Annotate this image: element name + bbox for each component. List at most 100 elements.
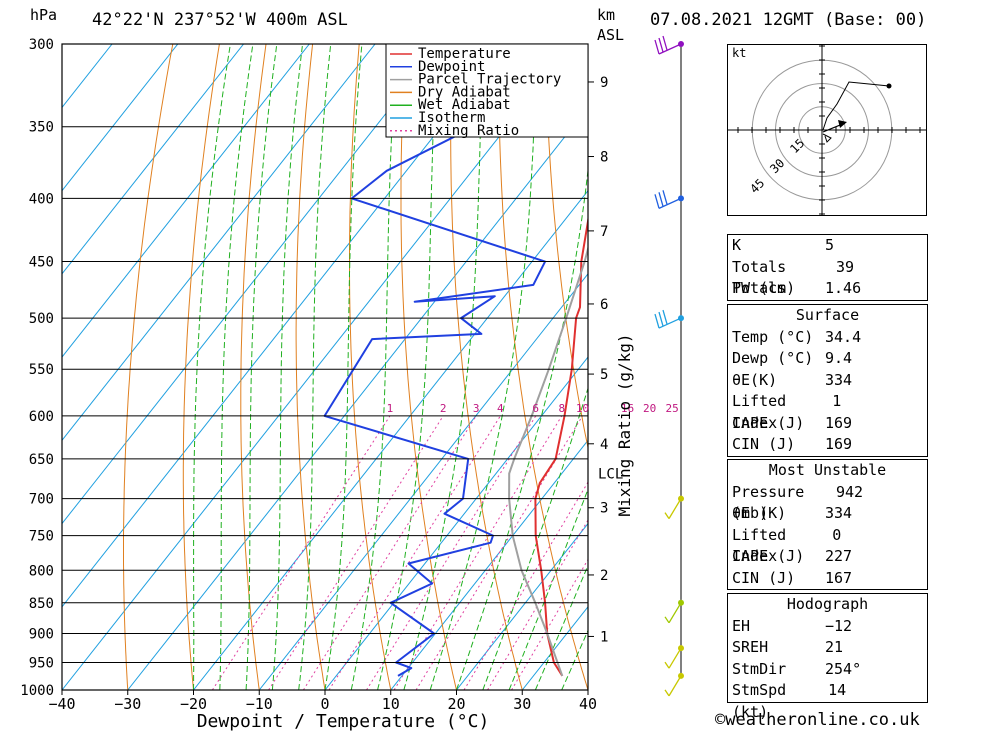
pressure-tick-label: 700 — [29, 492, 54, 508]
copyright-link[interactable]: ©weatheronline.co.uk — [715, 710, 920, 730]
hodo-value: −12 — [825, 616, 853, 635]
dry-adiabat-line — [123, 44, 174, 690]
mu-row: CAPE (J) 227 — [728, 546, 927, 568]
height-unit-asl: ASL — [597, 26, 624, 44]
barb-staff — [668, 602, 682, 624]
hodo-value: 14 — [828, 681, 847, 699]
barb-flag — [662, 190, 668, 205]
mixing-ratio-label: 20 — [643, 402, 656, 415]
surface-row: CAPE (J) 169 — [728, 413, 927, 435]
mixing-ratio-label: 8 — [558, 402, 565, 415]
height-km-label: 5 — [600, 367, 608, 383]
legend-box — [385, 43, 589, 138]
pressure-tick-label: 450 — [29, 255, 54, 271]
storm-motion-arrowhead-icon — [838, 120, 847, 128]
isotherm-line — [193, 189, 588, 690]
mixing-ratio-line — [511, 558, 588, 690]
isotherm-line — [62, 44, 179, 192]
hodo-label: EH — [732, 616, 751, 635]
isotherm-line — [62, 44, 573, 690]
surface-table: Surface Temp (°C) 34.4 Dewp (°C) 9.4 θE(K)… — [727, 304, 928, 457]
isotherm-line — [324, 356, 588, 690]
pressure-tick-label: 500 — [29, 311, 54, 327]
surface-row: Temp (°C) 34.4 — [728, 327, 927, 349]
temperature-tick-label: 20 — [447, 695, 465, 713]
wind-barb-icon — [654, 190, 682, 209]
barb-staff — [668, 647, 682, 669]
hodo-row: EH −12 — [728, 616, 927, 638]
pressure-tick-label: 800 — [29, 563, 54, 579]
hodograph-plot: kt 15 30 45 — [727, 44, 927, 216]
pressure-tick-label: 350 — [29, 120, 54, 136]
barb-flag — [662, 35, 668, 51]
pressure-tick-label: 600 — [29, 409, 54, 425]
surface-label: Lifted Index — [732, 392, 787, 432]
hodograph-end-dot — [886, 83, 892, 89]
surface-value: 169 — [825, 413, 853, 432]
temperature-tick-label: −30 — [114, 695, 141, 713]
wet-adiabat-line — [350, 44, 398, 690]
surface-value: 9.4 — [825, 349, 853, 367]
pressure-tick-label: 650 — [29, 452, 54, 468]
isotherm-line — [390, 439, 588, 690]
dry-adiabat-line — [919, 44, 1000, 690]
hodo-row: StmSpd (kt) 14 — [728, 680, 927, 721]
wind-barb-icon — [654, 309, 682, 329]
legend-label: Temperature — [418, 46, 511, 62]
hodo-row: SREH 21 — [728, 637, 927, 659]
most-unstable-table: Most Unstable Pressure (mb) 942 θE (K) 334… — [727, 459, 928, 590]
mixing-ratio-label: 10 — [576, 402, 589, 415]
barb-staff — [658, 197, 682, 209]
barb-staff — [658, 317, 682, 329]
mixing-ratio-line — [328, 415, 501, 690]
legend-label: Wet Adiabat — [418, 97, 511, 113]
mixing-ratio-label: 16 — [621, 402, 634, 415]
mu-row: θE (K) 334 — [728, 503, 927, 525]
dry-adiabat-line — [182, 44, 220, 690]
surface-title: Surface — [795, 306, 860, 324]
legend-label: Isotherm — [418, 110, 485, 126]
mixing-ratio-label: 4 — [497, 402, 504, 415]
most-unstable-title: Most Unstable — [768, 461, 887, 479]
mixing-ratio-axis-title: Mixing Ratio (g/kg) — [615, 333, 634, 516]
mu-value: 227 — [825, 547, 853, 565]
legend-label: Dry Adiabat — [418, 84, 511, 100]
surface-row: CIN (J) 169 — [728, 434, 927, 456]
barb-flag — [658, 311, 664, 327]
hodograph-trace — [822, 81, 890, 131]
surface-label: Temp (°C) — [732, 327, 814, 346]
mixing-ratio-line — [302, 415, 477, 690]
index-label: Totals Totals — [732, 257, 787, 298]
pressure-unit-label: hPa — [30, 6, 57, 24]
lcl-label: LCL — [598, 467, 623, 483]
index-label: K — [732, 236, 742, 254]
temperature-tick-label: −10 — [246, 695, 273, 713]
hodo-label: StmSpd (kt) — [732, 681, 787, 721]
temperature-tick-label: 40 — [579, 695, 597, 713]
temperature-tick-label: 30 — [513, 695, 531, 713]
datetime-title: 07.08.2021 12GMT (Base: 00) — [650, 10, 927, 30]
pressure-tick-label: 550 — [29, 362, 54, 378]
index-totals-row: Totals Totals 39 — [728, 257, 927, 298]
barb-flag — [654, 194, 660, 209]
mixing-ratio-line — [415, 415, 583, 690]
index-value: 39 — [835, 257, 855, 276]
mu-label: CAPE (J) — [732, 547, 805, 565]
pressure-tick-label: 400 — [29, 191, 54, 207]
surface-label: CAPE (J) — [732, 413, 805, 432]
mixing-ratio-label: 3 — [473, 402, 480, 415]
wind-barb-icon — [664, 647, 682, 669]
surface-row: Lifted Index 1 — [728, 391, 927, 432]
barb-flag — [658, 37, 664, 53]
pressure-tick-label: 1000 — [20, 683, 54, 699]
temperature-tick-label: −40 — [48, 695, 75, 713]
mu-row: Pressure (mb) 942 — [728, 482, 927, 523]
mu-row: CIN (J) 167 — [728, 568, 927, 590]
dry-adiabat-line — [450, 44, 523, 690]
wind-barb-icon — [664, 498, 682, 519]
mu-value: 167 — [825, 568, 853, 587]
barb-staff — [668, 498, 682, 519]
x-axis-title: Dewpoint / Temperature (°C) — [197, 711, 490, 732]
